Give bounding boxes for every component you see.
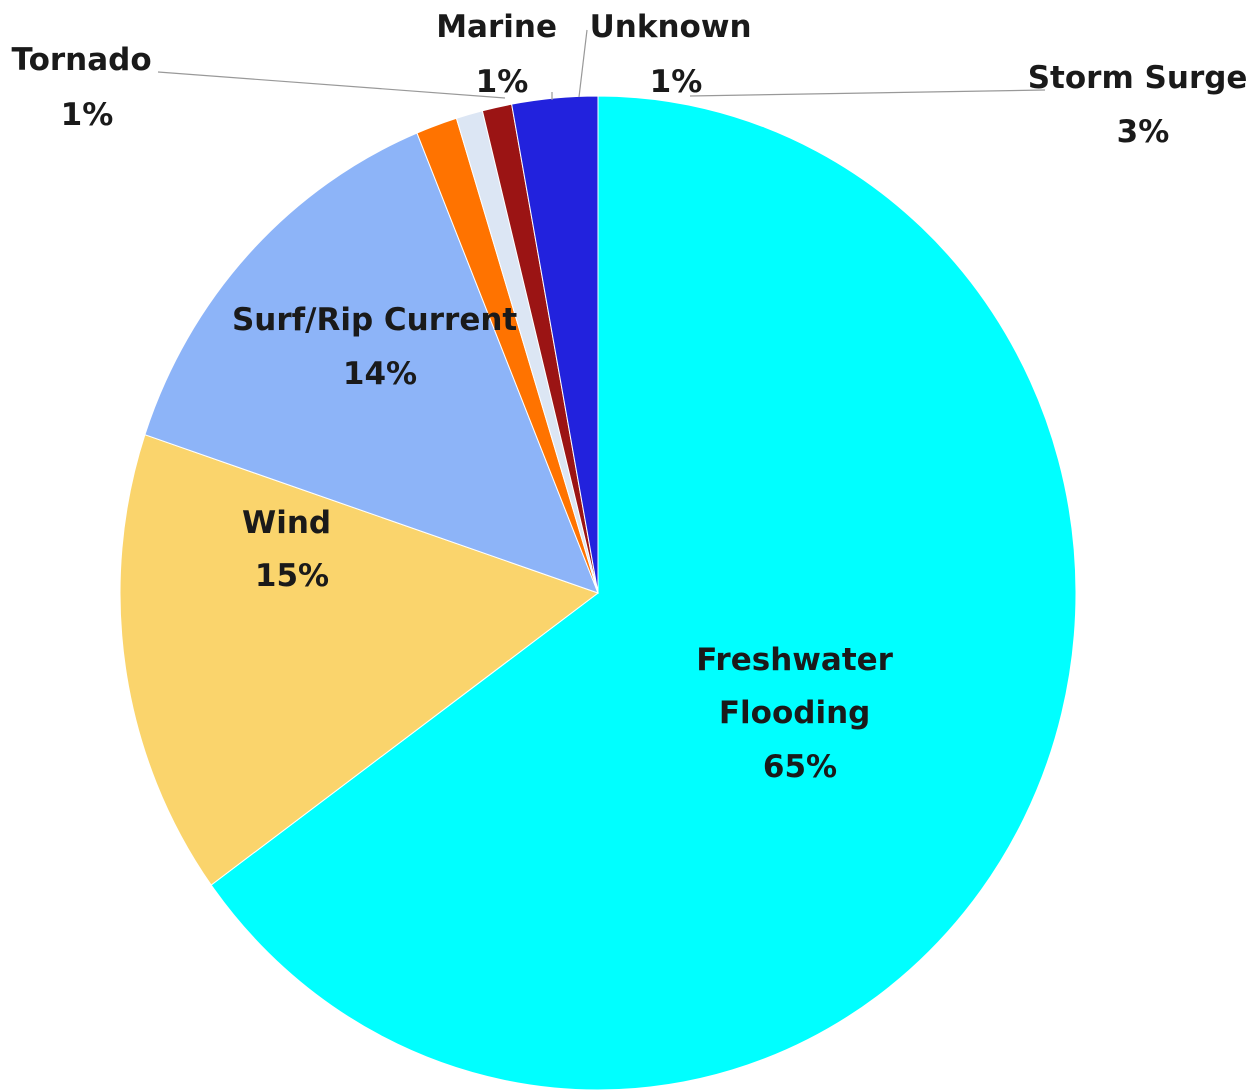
data-labels: Freshwater Flooding 65% Wind 15% Surf/Ri…: [12, 9, 1253, 785]
pie-slice-surf-rip-current: [144, 132, 599, 594]
label-freshwater-flooding: Freshwater Flooding 65%: [696, 642, 904, 785]
pie-slices: [119, 95, 1077, 1091]
leader-lines: [157, 29, 1046, 100]
leader-line-tornado: [157, 71, 506, 99]
label-storm-surge: Storm Surge 3%: [1028, 60, 1253, 150]
label-marine: Marine 1%: [436, 9, 568, 100]
leader-line-storm-surge: [689, 89, 1046, 97]
leader-line-unknown: [578, 29, 588, 98]
label-wind: Wind 15%: [242, 505, 342, 594]
pie-slice-storm-surge: [511, 95, 599, 594]
label-unknown: Unknown 1%: [590, 9, 763, 100]
pie-slice-wind: [119, 434, 600, 886]
label-surf-rip-current: Surf/Rip Current 14%: [232, 302, 528, 392]
label-tornado: Tornado 1%: [12, 42, 163, 133]
pie-slice-freshwater-flooding: [210, 95, 1077, 1091]
